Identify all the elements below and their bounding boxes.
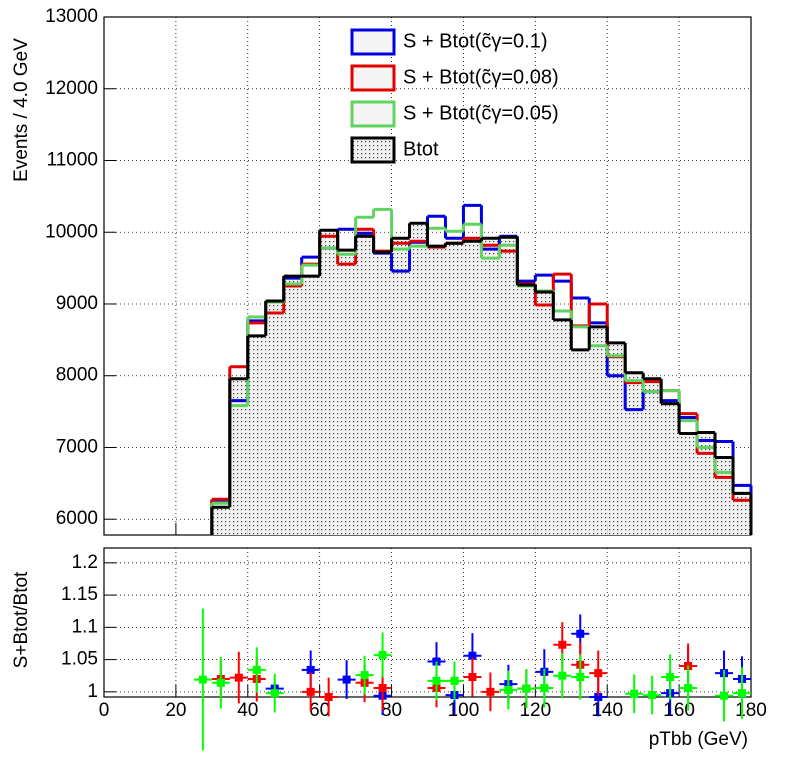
legend-label: Btot [403,138,439,160]
hist-fill [265,300,284,535]
hist-fill [427,246,446,535]
point [378,651,387,660]
legend-label: S + Btot(c̃γ=0.1) [403,30,548,52]
x-tick-label: 0 [99,700,110,721]
hist-fill [301,276,320,535]
hist-fill [283,276,302,535]
point [468,673,477,682]
hist-fill [625,372,644,535]
legend-swatch [350,64,396,92]
x-axis-title: pTbb (GeV) [649,729,748,750]
hist-fill [571,349,590,535]
point [198,675,207,684]
point [306,687,315,696]
hist-fill [499,237,518,535]
hist-fill [697,432,716,535]
y-tick-label: 11000 [47,150,98,171]
hist-fill [211,507,230,535]
point [270,689,279,698]
y-tick-label: 1.1 [72,616,98,637]
hist-fill [481,238,500,535]
legend-swatch [350,28,396,56]
point [306,665,315,674]
point [252,665,261,674]
point [324,693,333,701]
point [522,684,531,693]
point [216,678,225,687]
legend-label: S + Btot(c̃γ=0.08) [403,66,559,88]
hist-fill [463,241,482,535]
point [558,671,567,680]
hist-fill [733,493,751,535]
point [378,683,387,692]
hist-fill [517,285,536,535]
point [576,629,585,638]
legend-swatch [350,136,396,164]
point [234,673,243,682]
hist-fill [319,230,338,535]
hist-fill [445,243,464,535]
hist-fill [355,236,374,536]
point [720,691,729,700]
y-tick-label: 9000 [56,293,98,314]
x-tick-label: 60 [309,700,330,721]
y-tick-label: 7000 [56,436,98,457]
point [594,669,603,678]
hist-fill [373,252,392,535]
x-tick-label: 160 [663,700,695,721]
x-tick-label: 40 [237,700,258,721]
hist-fill [679,433,698,535]
point [432,676,441,685]
legend-swatch [350,100,396,128]
y-tick-label: 1.15 [61,584,98,605]
point [504,685,513,694]
hist-fill [247,335,266,535]
hist-fill [607,342,626,535]
y-tick-label: 1 [87,681,98,702]
point [666,673,675,682]
ratio-frame [103,547,752,698]
y-tick-label: 12000 [45,78,98,99]
hist-fill [553,319,572,535]
hist-fill [715,457,734,535]
y-tick-label: 1.2 [72,552,98,573]
hist-fill [643,378,662,535]
point [630,689,639,698]
y-tick-label: 6000 [56,508,98,529]
x-tick-label: 180 [735,700,767,721]
legend-label: S + Btot(c̃γ=0.05) [403,102,559,124]
point [360,671,369,680]
ratio-y-axis-title: S+Btot/Btot [11,571,32,668]
hist-fill [661,403,680,535]
y-axis-title: Events / 4.0 GeV [11,38,32,182]
hist-fill [409,223,428,535]
point [342,675,351,684]
point [684,683,693,692]
y-tick-label: 13000 [45,6,98,27]
hist-fill [229,378,248,535]
x-tick-label: 140 [591,700,623,721]
y-tick-label: 1.05 [61,649,98,670]
x-tick-label: 80 [381,700,402,721]
hist-fill [589,326,608,535]
point [486,687,495,696]
point [540,683,549,692]
point [450,676,459,685]
x-tick-label: 20 [165,700,186,721]
point [738,689,747,698]
hist-fill [391,238,410,535]
point [648,691,657,700]
y-tick-label: 8000 [56,365,98,386]
x-tick-label: 100 [448,700,480,721]
y-tick-label: 10000 [45,221,98,242]
point [468,651,477,660]
hist-fill [337,250,356,535]
x-tick-label: 120 [519,700,551,721]
point [576,673,585,682]
hist-fill [535,291,554,535]
point [594,693,603,701]
point [558,640,567,649]
